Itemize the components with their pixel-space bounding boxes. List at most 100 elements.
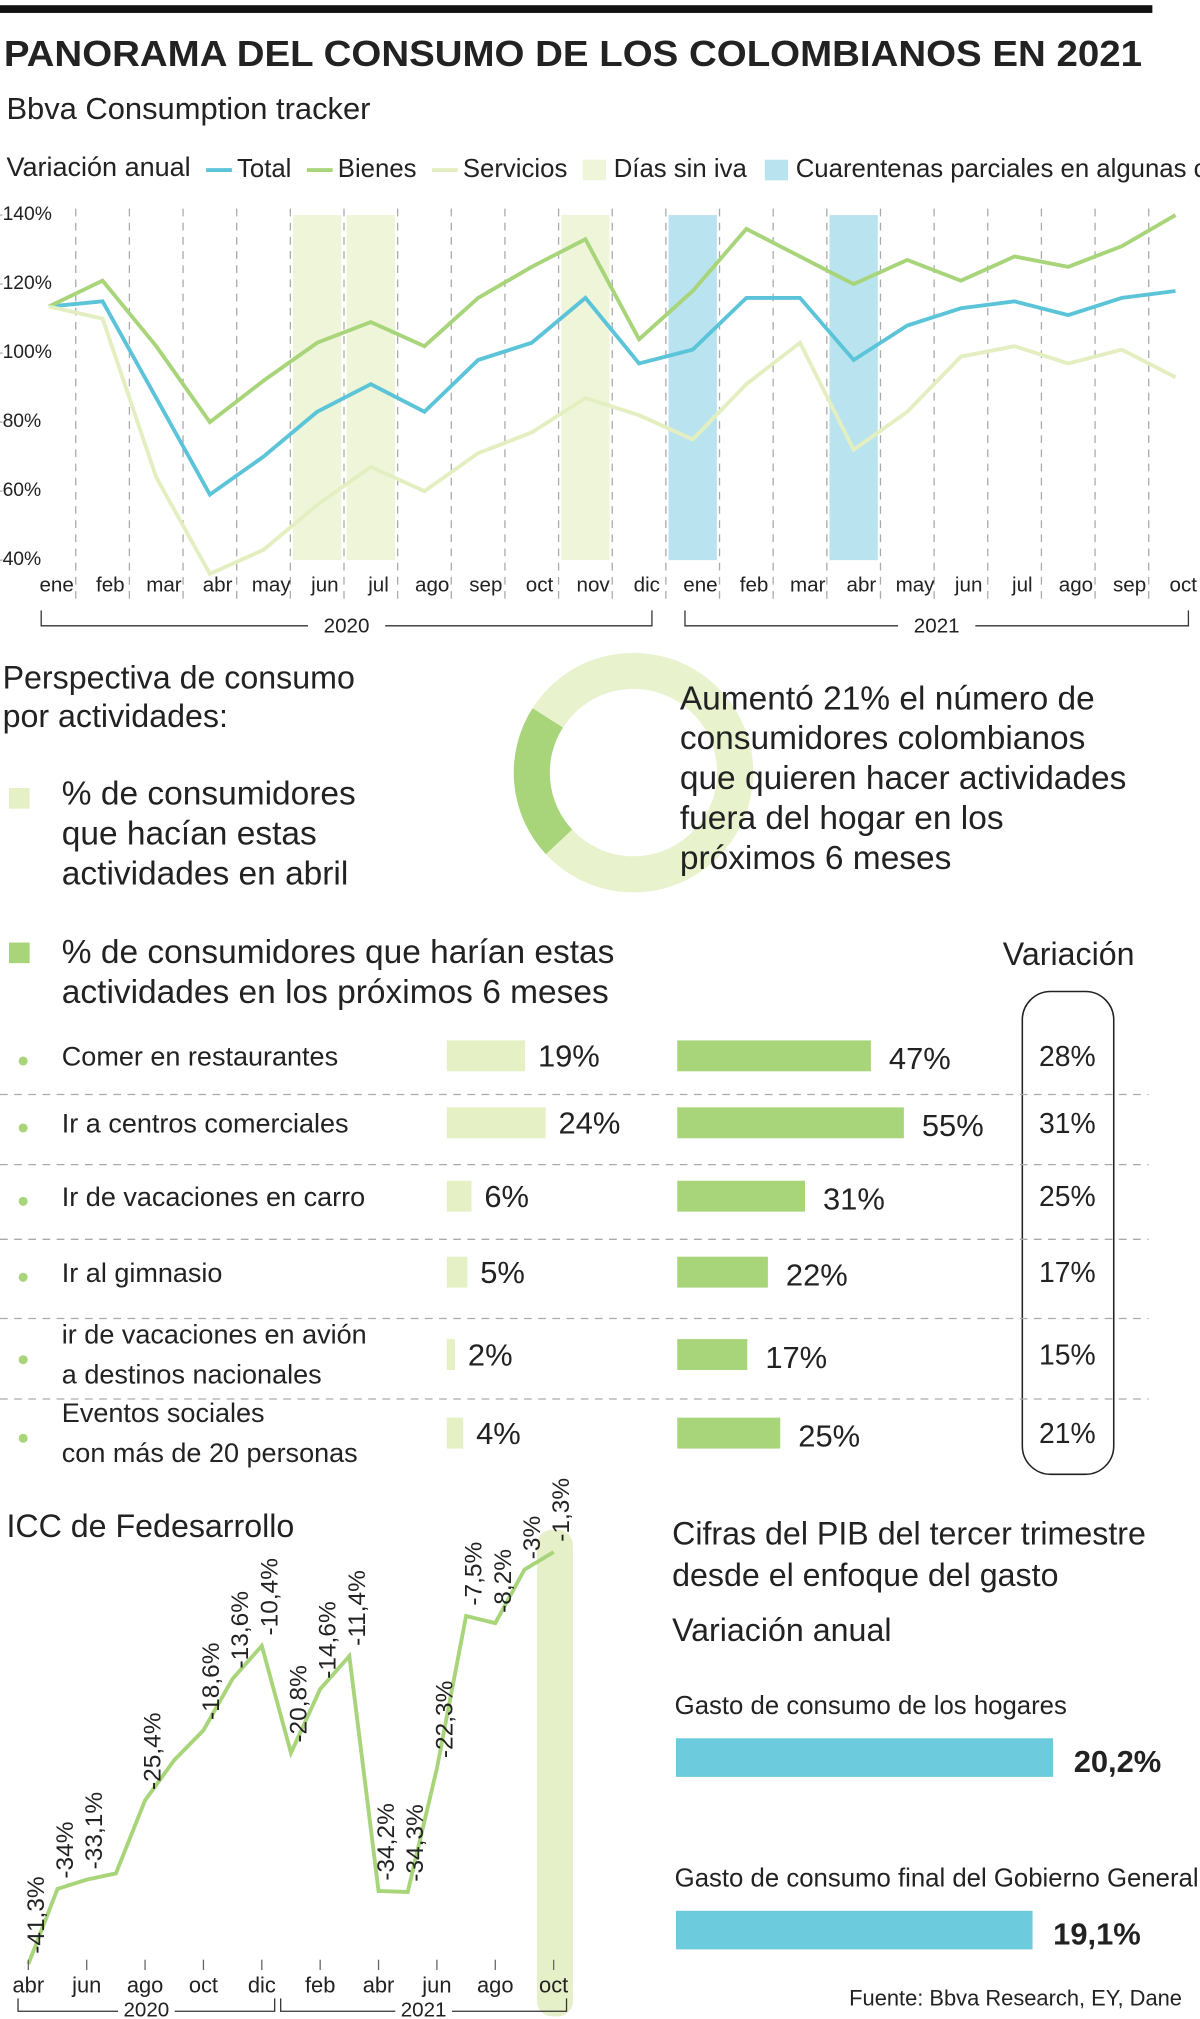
legend-label: Bienes <box>338 155 417 183</box>
x-tick-label: dic <box>248 1973 276 1998</box>
x-tick-label: ago <box>477 1973 513 1998</box>
donut-segment <box>532 652 754 893</box>
legend-swatch <box>582 159 606 181</box>
x-tick-label: abr <box>846 573 876 596</box>
bullet <box>18 1123 28 1133</box>
row-label: Ir de vacaciones en carro <box>62 1182 365 1212</box>
value-label: -34,3% <box>402 1804 429 1881</box>
value-label: 2% <box>468 1337 513 1372</box>
annotation: que quieren hacer actividades <box>680 760 1127 797</box>
variation-label: 21% <box>1039 1418 1096 1450</box>
bar <box>446 1417 464 1449</box>
x-tick-label: oct <box>1170 573 1198 596</box>
legend-label: % de consumidores que harían estas <box>62 934 615 971</box>
value-label: -13,6% <box>227 1591 254 1668</box>
series-line <box>48 304 1177 577</box>
bar <box>677 1040 871 1072</box>
x-tick-label: feb <box>305 1973 335 1998</box>
legend-swatch <box>764 159 788 181</box>
section-title: Perspectiva de consumo <box>3 659 355 695</box>
value-label: -25,4% <box>140 1713 167 1790</box>
legend-label: % de consumidores <box>62 776 356 813</box>
value-label: -18,6% <box>198 1642 225 1719</box>
x-tick-label: sep <box>1113 573 1146 596</box>
variation-label: 28% <box>1039 1041 1096 1073</box>
y-tick-label: 40% <box>3 549 42 570</box>
y-tick-label: 120% <box>3 273 52 294</box>
row-label: Comer en restaurantes <box>62 1042 338 1072</box>
year-bracket <box>17 1998 276 2012</box>
value-label: -34% <box>52 1822 79 1879</box>
band <box>293 215 342 561</box>
series-line <box>48 289 1176 498</box>
value-label: 19% <box>538 1039 600 1074</box>
x-tick-label: oct <box>526 573 554 596</box>
x-tick-label: may <box>896 573 936 596</box>
x-tick-label: abr <box>203 573 233 596</box>
value-label: -14,6% <box>315 1601 342 1678</box>
x-tick-label: ago <box>1059 573 1093 596</box>
value-label: -8,2% <box>490 1549 517 1613</box>
x-tick-label: feb <box>740 573 769 596</box>
x-tick-label: jun <box>310 573 338 596</box>
value-label: 19,1% <box>1053 1917 1141 1952</box>
subtitle: Variación anual <box>672 1612 891 1648</box>
donut-segment <box>513 708 573 855</box>
bar <box>446 1040 526 1072</box>
bullet <box>18 1196 28 1206</box>
x-tick-label: ago <box>415 573 449 596</box>
x-tick-label: oct <box>189 1973 218 1998</box>
year-bracket <box>280 1998 568 2012</box>
x-tick-label: abr <box>363 1973 395 1998</box>
row-label: Ir al gimnasio <box>62 1258 223 1288</box>
row-label: a destinos nacionales <box>62 1360 322 1390</box>
section-title: Cifras del PIB del tercer trimestre <box>672 1516 1146 1552</box>
variation-label: 31% <box>1039 1108 1096 1140</box>
variation-label: 25% <box>1039 1181 1096 1213</box>
legend-label: actividades en abril <box>62 855 349 892</box>
icc-line <box>26 1550 555 1965</box>
band <box>668 215 717 561</box>
bullet <box>18 1272 28 1282</box>
row-label: Ir a centros comerciales <box>62 1109 349 1139</box>
legend-label: que hacían estas <box>62 816 317 853</box>
legend-label: Días sin iva <box>614 155 748 183</box>
annotation: próximos 6 meses <box>680 840 952 877</box>
x-tick-label: ene <box>683 573 717 596</box>
bar <box>675 1910 1033 1950</box>
value-label: 24% <box>559 1106 621 1141</box>
bar <box>677 1417 781 1449</box>
x-tick-label: jun <box>421 1973 451 1998</box>
value-label: 6% <box>484 1179 529 1214</box>
x-tick-label: mar <box>790 573 826 596</box>
year-bracket <box>684 610 1190 627</box>
section-title: ICC de Fedesarrollo <box>6 1508 294 1544</box>
y-axis-label: Variación anual <box>6 152 190 182</box>
value-label: 22% <box>786 1257 848 1292</box>
x-tick-label: mar <box>146 573 182 596</box>
x-tick-label: oct <box>539 1973 568 1998</box>
year-label: 2021 <box>401 1999 447 2019</box>
year-label: 2020 <box>324 615 370 638</box>
highlight <box>536 1529 573 2017</box>
value-label: -34,2% <box>373 1803 400 1880</box>
source: Fuente: Bbva Research, EY, Dane <box>849 1985 1182 2010</box>
x-tick-label: dic <box>634 573 660 596</box>
series-line <box>48 213 1177 425</box>
variation-label: 15% <box>1039 1340 1096 1372</box>
band <box>829 215 878 561</box>
legend-swatch <box>9 788 30 809</box>
legend-label: Servicios <box>463 155 567 183</box>
bar <box>446 1339 456 1371</box>
y-tick-label: 100% <box>3 342 52 363</box>
y-tick-label: 80% <box>3 411 42 432</box>
subtitle: Bbva Consumption tracker <box>6 91 370 126</box>
x-tick-label: feb <box>96 573 125 596</box>
value-label: 25% <box>798 1418 860 1453</box>
category-label: Gasto de consumo final del Gobierno Gene… <box>675 1865 1199 1893</box>
value-label: -41,3% <box>23 1876 50 1953</box>
value-label: 31% <box>823 1182 885 1217</box>
value-label: -20,8% <box>285 1665 312 1742</box>
year-label: 2020 <box>123 1999 169 2019</box>
